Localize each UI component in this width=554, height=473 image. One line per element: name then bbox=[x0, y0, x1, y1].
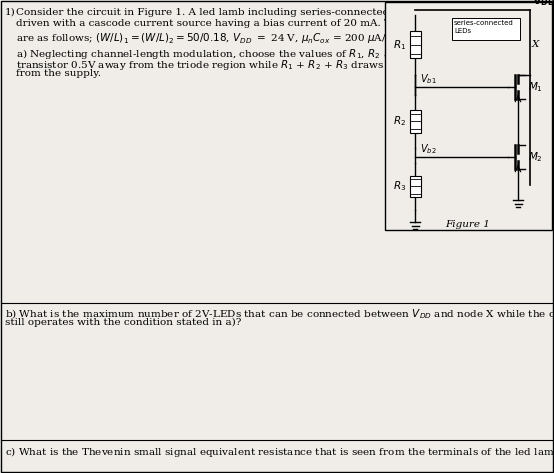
Text: a) Neglecting channel-length modulation, choose the values of $R_1$, $R_2$ and $: a) Neglecting channel-length modulation,… bbox=[16, 47, 512, 61]
Bar bbox=[452, 18, 520, 40]
Text: $R_1$: $R_1$ bbox=[393, 38, 407, 52]
Text: transistor 0.5V away from the triode region while $R_1$ + $R_2$ + $R_3$ draws no: transistor 0.5V away from the triode reg… bbox=[16, 58, 499, 72]
Text: $\mathbf{V_{DD}}$: $\mathbf{V_{DD}}$ bbox=[532, 0, 554, 8]
Text: X: X bbox=[532, 40, 540, 49]
Text: LEDs: LEDs bbox=[454, 28, 471, 34]
Text: are as follows; $(W/L)_1$$=(W/L)_2$$=50/0.18$, $V_{DD}$ $=$ 24 V, $\mu_nC_{ox}$ : are as follows; $(W/L)_1$$=(W/L)_2$$=50/… bbox=[16, 30, 466, 46]
Text: $V_{b2}$: $V_{b2}$ bbox=[420, 142, 437, 156]
Text: 1): 1) bbox=[5, 8, 16, 17]
Text: Consider the circuit in Figure 1. A led lamb including series-connected LEDs is : Consider the circuit in Figure 1. A led … bbox=[16, 8, 504, 17]
Text: $M_2$: $M_2$ bbox=[528, 150, 543, 164]
Text: series-connected: series-connected bbox=[454, 20, 514, 26]
Text: $R_2$: $R_2$ bbox=[393, 114, 407, 128]
Text: from the supply.: from the supply. bbox=[16, 69, 101, 78]
Text: b) What is the maximum number of 2V-LEDs that can be connected between $V_{DD}$ : b) What is the maximum number of 2V-LEDs… bbox=[5, 307, 554, 321]
Text: $R_3$: $R_3$ bbox=[393, 180, 407, 193]
Text: $M_1$: $M_1$ bbox=[528, 80, 543, 94]
Text: Figure 1: Figure 1 bbox=[445, 220, 490, 229]
Text: still operates with the condition stated in a)?: still operates with the condition stated… bbox=[5, 318, 242, 327]
Bar bbox=[409, 110, 420, 133]
Bar bbox=[385, 2, 552, 230]
Text: $V_{b1}$: $V_{b1}$ bbox=[420, 72, 437, 86]
Bar bbox=[409, 32, 420, 59]
Bar bbox=[409, 176, 420, 197]
Text: c) What is the Thevenin small signal equivalent resistance that is seen from the: c) What is the Thevenin small signal equ… bbox=[5, 444, 554, 460]
Text: driven with a cascode current source having a bias current of 20 mA. The circuit: driven with a cascode current source hav… bbox=[16, 19, 505, 28]
